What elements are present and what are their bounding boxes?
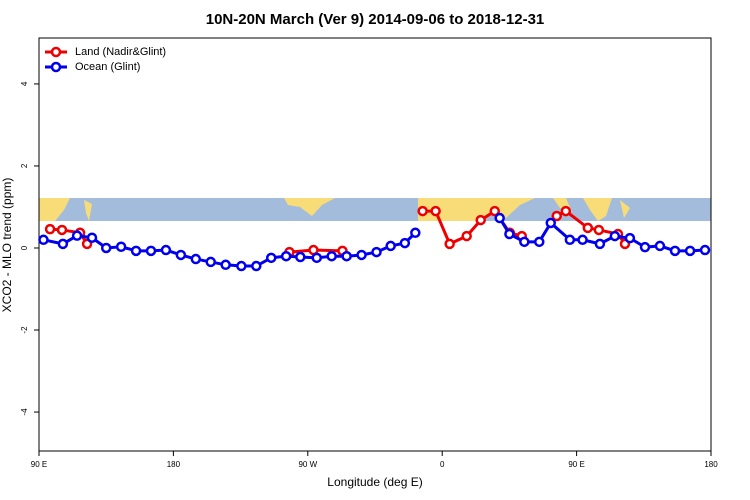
y-tick-label: 4 (20, 81, 29, 86)
point (551, 210, 562, 222)
x-tick-label: 180 (704, 460, 718, 469)
point (461, 230, 472, 242)
point (560, 205, 572, 217)
point (593, 224, 605, 236)
y-axis-label: XCO2 - MLO trend (ppm) (0, 178, 14, 313)
point (669, 245, 681, 257)
point (175, 249, 187, 261)
point (582, 222, 594, 234)
point (160, 244, 172, 256)
x-axis-label: Longitude (deg E) (327, 475, 422, 489)
point (399, 237, 411, 249)
point (311, 252, 323, 264)
point (417, 205, 428, 217)
point (86, 232, 98, 243)
y-tick-label: -2 (20, 326, 29, 334)
point (577, 234, 588, 246)
point (265, 252, 277, 264)
legend-marker (50, 61, 62, 73)
point (475, 214, 486, 226)
point (444, 238, 455, 250)
plot-frame (38, 37, 712, 452)
point (371, 246, 382, 258)
y-tick-label: 2 (20, 163, 29, 168)
point (430, 205, 441, 217)
point (564, 234, 576, 246)
y-tick-label: 0 (20, 245, 29, 250)
point (545, 217, 557, 229)
point (220, 259, 231, 271)
point (684, 245, 696, 257)
x-tick-label: 0 (440, 460, 445, 469)
point (57, 238, 69, 250)
chart-title: 10N-20N March (Ver 9) 2014-09-06 to 2018… (206, 11, 545, 28)
x-tick-label: 90 W (298, 460, 317, 469)
point (205, 256, 216, 268)
point (534, 236, 545, 248)
point (251, 260, 262, 272)
point (44, 223, 56, 235)
point (410, 227, 421, 239)
point (699, 244, 711, 256)
point (71, 230, 83, 241)
point (115, 241, 127, 253)
point (594, 238, 606, 250)
point (130, 245, 142, 257)
point (624, 232, 636, 244)
point (639, 241, 651, 253)
point (100, 242, 112, 254)
point (609, 230, 621, 242)
point (145, 245, 157, 257)
x-tick-label: 180 (167, 460, 181, 469)
point (504, 228, 515, 240)
legend-label: Land (Nadir&Glint) (75, 46, 166, 58)
point (654, 240, 666, 252)
point (519, 236, 530, 248)
point (385, 240, 396, 252)
point (356, 249, 367, 261)
point (326, 250, 337, 262)
point (38, 234, 49, 246)
legend-marker (50, 46, 62, 58)
legend-label: Ocean (Glint) (75, 61, 140, 73)
point (489, 205, 501, 217)
point (341, 250, 352, 262)
point (236, 260, 247, 272)
series-line (43, 217, 706, 268)
point (280, 250, 292, 262)
y-tick-label: -4 (20, 408, 29, 416)
point (56, 224, 68, 236)
x-tick-label: 90 E (31, 460, 47, 469)
point (494, 212, 505, 224)
map-band (39, 198, 711, 221)
x-tick-label: 90 E (568, 460, 584, 469)
point (190, 253, 202, 265)
point (295, 251, 306, 263)
